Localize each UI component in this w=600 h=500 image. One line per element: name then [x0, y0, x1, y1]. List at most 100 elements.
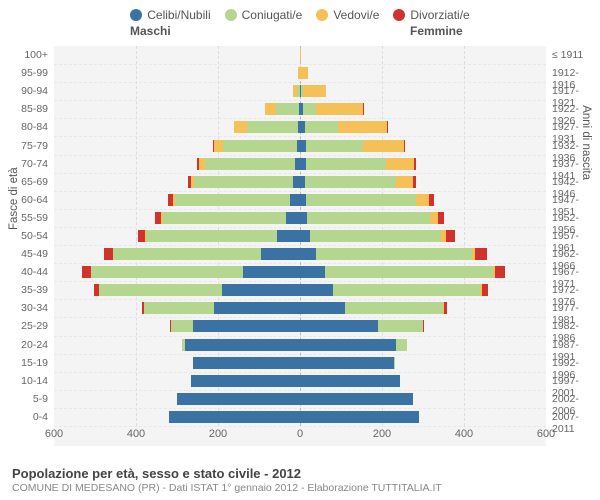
- bar-male: [182, 339, 300, 351]
- age-label: 90-94: [0, 85, 48, 97]
- bar-male: [265, 103, 300, 115]
- bar-segment: [223, 140, 297, 152]
- bar-female: [300, 230, 455, 242]
- age-label: 35-39: [0, 284, 48, 296]
- bar-female: [300, 284, 488, 296]
- bar-row: [54, 84, 546, 98]
- bar-female: [300, 357, 395, 369]
- bar-male: [177, 393, 300, 405]
- bar-segment: [293, 176, 300, 188]
- bar-segment: [175, 194, 290, 206]
- age-label: 40-44: [0, 266, 48, 278]
- legend-item: Vedovi/e: [316, 8, 379, 22]
- bar-row: [54, 356, 546, 370]
- legend: Celibi/NubiliConiugati/eVedovi/eDivorzia…: [0, 0, 600, 22]
- bar-segment: [300, 266, 325, 278]
- bar-male: [138, 230, 300, 242]
- age-label: 100+: [0, 49, 48, 61]
- x-tick-label: 200: [209, 428, 227, 440]
- age-label: 65-69: [0, 176, 48, 188]
- bars-container: [54, 46, 546, 426]
- bar-segment: [396, 176, 413, 188]
- bar-female: [300, 140, 405, 152]
- bar-segment: [214, 140, 223, 152]
- bar-row: [54, 265, 546, 279]
- bar-segment: [300, 212, 307, 224]
- bar-segment: [185, 339, 300, 351]
- plot-area: 6004002000200400600: [54, 46, 546, 446]
- bar-male: [193, 357, 300, 369]
- bar-segment: [247, 121, 298, 133]
- bar-segment: [414, 158, 416, 170]
- bar-segment: [104, 248, 113, 260]
- bar-segment: [423, 320, 424, 332]
- bar-row: [54, 410, 546, 424]
- bar-segment: [316, 248, 472, 260]
- bar-male: [155, 212, 300, 224]
- bar-segment: [82, 266, 90, 278]
- age-label: 30-34: [0, 302, 48, 314]
- bar-segment: [300, 49, 301, 61]
- bar-segment: [300, 411, 419, 423]
- bar-segment: [138, 230, 145, 242]
- y-axis-right: ≤ 19111912-19161917-19211922-19261927-19…: [550, 46, 600, 426]
- bar-segment: [265, 103, 276, 115]
- bar-segment: [306, 194, 417, 206]
- bar-segment: [290, 194, 300, 206]
- population-pyramid-chart: Celibi/NubiliConiugati/eVedovi/eDivorzia…: [0, 0, 600, 500]
- age-label: 50-54: [0, 230, 48, 242]
- bar-segment: [144, 302, 214, 314]
- bar-segment: [99, 284, 222, 296]
- bar-segment: [300, 375, 400, 387]
- bar-female: [300, 49, 301, 61]
- bar-female: [300, 248, 487, 260]
- bar-male: [104, 248, 300, 260]
- legend-swatch: [225, 9, 237, 21]
- chart-subtitle: COMUNE DI MEDESANO (PR) - Dati ISTAT 1° …: [12, 482, 442, 494]
- legend-swatch: [393, 9, 405, 21]
- bar-segment: [300, 357, 394, 369]
- bar-segment: [305, 176, 395, 188]
- bar-segment: [243, 266, 300, 278]
- x-tick-label: 0: [297, 428, 303, 440]
- bar-segment: [205, 158, 295, 170]
- bar-segment: [193, 320, 300, 332]
- bar-segment: [171, 320, 194, 332]
- bar-row: [54, 139, 546, 153]
- age-label: 25-29: [0, 320, 48, 332]
- bar-male: [142, 302, 300, 314]
- bar-row: [54, 338, 546, 352]
- bar-segment: [345, 302, 443, 314]
- bar-segment: [193, 357, 300, 369]
- bar-male: [170, 320, 300, 332]
- bar-segment: [378, 320, 423, 332]
- age-label: 5-9: [0, 393, 48, 405]
- age-label: 80-84: [0, 121, 48, 133]
- age-label: 85-89: [0, 103, 48, 115]
- bar-row: [54, 374, 546, 388]
- age-label: 95-99: [0, 67, 48, 79]
- bar-segment: [194, 176, 292, 188]
- bar-segment: [363, 140, 404, 152]
- bar-female: [300, 103, 363, 115]
- age-label: 70-74: [0, 158, 48, 170]
- bar-segment: [300, 393, 413, 405]
- bar-segment: [303, 85, 326, 97]
- bar-segment: [316, 103, 363, 115]
- bar-segment: [286, 212, 300, 224]
- bar-row: [54, 102, 546, 116]
- legend-item: Divorziati/e: [393, 8, 469, 22]
- bar-female: [300, 121, 388, 133]
- bar-segment: [169, 411, 300, 423]
- bar-segment: [113, 248, 261, 260]
- bar-segment: [222, 284, 300, 296]
- bar-segment: [277, 230, 300, 242]
- chart-title: Popolazione per età, sesso e stato civil…: [12, 466, 442, 481]
- bar-female: [300, 411, 419, 423]
- bar-row: [54, 157, 546, 171]
- bar-female: [300, 339, 407, 351]
- bar-row: [54, 175, 546, 189]
- bar-male: [169, 411, 300, 423]
- bar-segment: [325, 266, 493, 278]
- bar-male: [82, 266, 300, 278]
